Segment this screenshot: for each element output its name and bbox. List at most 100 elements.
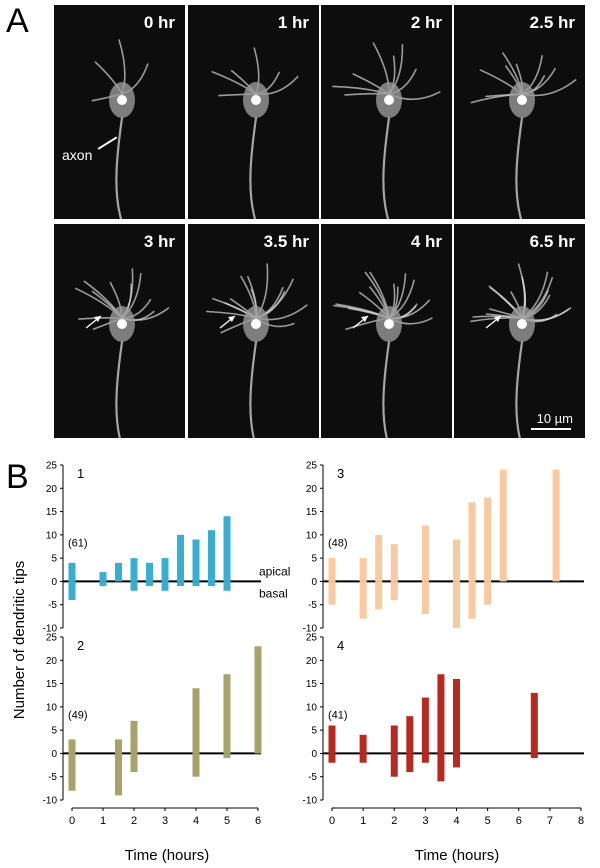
- frame-time-label: 2 hr: [410, 13, 442, 32]
- x-axis-label-left: Time (hours): [125, 847, 209, 864]
- apical-bar: [484, 497, 492, 582]
- x-tick-label: 8: [578, 815, 584, 827]
- cell-count-annotation: (49): [68, 710, 88, 722]
- neuron-image: [74, 268, 170, 438]
- y-tick-label: 5: [311, 726, 317, 737]
- x-tick-label: 6: [516, 815, 522, 827]
- basal-bar: [421, 581, 429, 615]
- basal-bar: [437, 753, 445, 782]
- basal-bar: [484, 581, 492, 605]
- y-tick-label: -5: [48, 772, 57, 783]
- panel-number: 2: [77, 638, 84, 653]
- apical-bar: [99, 572, 107, 582]
- basal-bar: [359, 753, 367, 763]
- basal-bar: [130, 753, 138, 773]
- panel-number: 1: [77, 466, 84, 481]
- y-tick-label: -10: [43, 796, 58, 807]
- basal-label: basal: [259, 586, 288, 600]
- x-tick-label: 3: [162, 815, 168, 827]
- apical-bar: [552, 469, 560, 582]
- apical-bar: [115, 562, 122, 582]
- y-tick-label: 15: [46, 507, 58, 518]
- apical-bar: [130, 558, 138, 582]
- apical-bar: [223, 516, 231, 582]
- y-tick-label: 25: [46, 461, 58, 472]
- basal-bar: [406, 753, 414, 773]
- basal-bar: [328, 753, 336, 763]
- x-axis-label-right: Time (hours): [415, 847, 499, 864]
- y-tick-label: 0: [311, 749, 317, 760]
- x-tick-label: 0: [69, 815, 75, 827]
- y-tick-label: 25: [46, 633, 58, 644]
- panel-number: 4: [337, 638, 344, 653]
- micrograph-frame: 6.5 hr 10 µm: [454, 224, 585, 438]
- y-tick-label: 10: [306, 530, 318, 541]
- x-tick-label: 5: [224, 815, 230, 827]
- apical-bar: [453, 678, 460, 754]
- basal-bar: [192, 581, 200, 587]
- y-tick-label: -10: [43, 624, 58, 635]
- cell-count-annotation: (61): [68, 538, 88, 550]
- neuron-image: [205, 263, 308, 438]
- apical-bar: [192, 688, 200, 754]
- basal-bar: [468, 581, 476, 619]
- y-tick-label: 10: [46, 530, 58, 541]
- apical-bar: [359, 734, 367, 754]
- y-tick-label: 10: [46, 702, 58, 713]
- apical-bar: [359, 558, 367, 582]
- basal-bar: [421, 753, 429, 763]
- apical-bar: [223, 674, 231, 754]
- apical-bar: [177, 534, 184, 582]
- y-tick-label: 15: [306, 679, 318, 690]
- apical-bar: [254, 646, 262, 754]
- neuron-image: [211, 47, 299, 219]
- basal-bar: [223, 581, 231, 591]
- y-tick-label: -5: [308, 600, 317, 611]
- panel-number: 3: [337, 466, 344, 481]
- apical-bar: [375, 534, 383, 582]
- micrograph-frame: 2.5 hr: [454, 5, 585, 219]
- micrograph-frame: 0 hr axon: [54, 5, 185, 219]
- y-tick-label: -10: [303, 796, 318, 807]
- micrograph-frame: 4 hr: [321, 224, 452, 438]
- basal-bar: [68, 581, 76, 601]
- scale-bar: [531, 428, 571, 430]
- micrograph-frame: 3 hr: [54, 224, 185, 438]
- apical-bar: [328, 725, 336, 754]
- neuron-image: [333, 271, 433, 438]
- x-tick-label: 2: [391, 815, 397, 827]
- x-tick-label: 5: [485, 815, 491, 827]
- basal-bar: [453, 581, 460, 628]
- apical-bar: [421, 525, 429, 582]
- basal-bar: [177, 581, 184, 587]
- y-tick-label: 25: [306, 461, 318, 472]
- apical-bar: [328, 558, 336, 582]
- basal-bar: [99, 581, 107, 587]
- y-tick-label: -5: [48, 600, 57, 611]
- y-tick-label: -5: [308, 772, 317, 783]
- apical-bar: [453, 539, 460, 582]
- apical-bar: [421, 697, 429, 754]
- panel-a-letter: A: [6, 2, 29, 40]
- basal-bar: [146, 581, 153, 587]
- y-tick-label: 0: [311, 577, 317, 588]
- apical-bar: [390, 544, 398, 582]
- apical-bar: [208, 530, 215, 582]
- x-tick-label: 6: [255, 815, 261, 827]
- y-tick-label: -10: [303, 624, 318, 635]
- y-tick-label: 5: [51, 726, 57, 737]
- x-tick-label: 1: [360, 815, 366, 827]
- apical-bar: [192, 539, 200, 582]
- scale-bar-label: 10 µm: [536, 411, 573, 426]
- axon-label: axon: [62, 147, 93, 163]
- basal-bar: [530, 753, 538, 759]
- y-tick-label: 20: [306, 656, 318, 667]
- y-tick-label: 5: [311, 554, 317, 565]
- apical-bar: [390, 725, 398, 754]
- neuron-image: [91, 39, 149, 219]
- apical-bar: [530, 692, 538, 754]
- apical-bar: [468, 502, 476, 582]
- frame-time-label: 0 hr: [143, 13, 175, 32]
- x-tick-label: 3: [422, 815, 428, 827]
- y-tick-label: 20: [306, 484, 318, 495]
